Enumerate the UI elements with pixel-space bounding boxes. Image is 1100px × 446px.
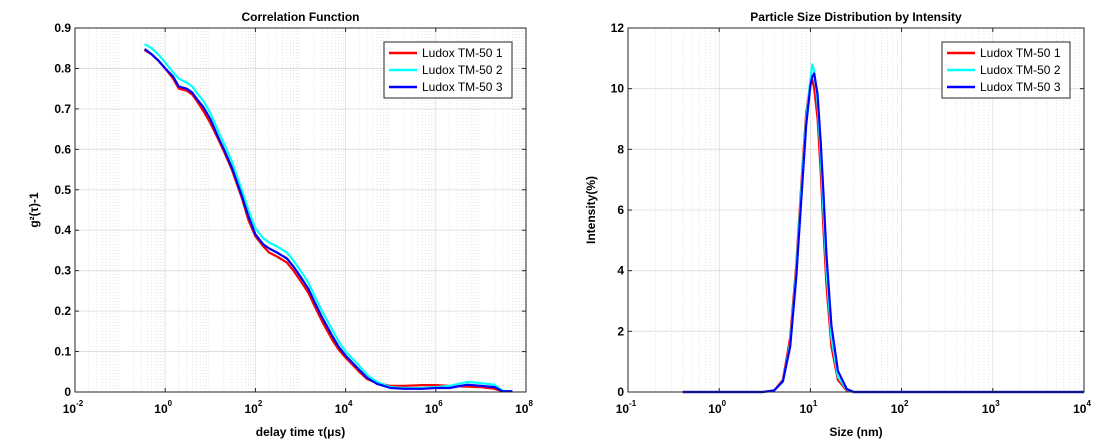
y-tick-label: 0.7 [54,102,71,116]
x-tick-label: 102 [244,399,262,416]
y-tick-label: 12 [611,21,625,35]
x-tick-label: 106 [425,399,443,416]
legend-entry: Ludox TM-50 1 [980,46,1061,60]
x-tick-label: 103 [982,399,1000,416]
x-tick-label: 104 [335,399,353,416]
y-tick-label: 4 [617,264,624,278]
y-tick-label: 0.3 [54,264,71,278]
x-tick-label: 102 [891,399,909,416]
x-tick-label: 10-2 [63,399,84,416]
y-tick-label: 0.6 [54,142,71,156]
chart-title: Correlation Function [242,10,360,24]
legend-entry: Ludox TM-50 1 [422,46,503,60]
x-tick-label: 101 [799,399,817,416]
x-tick-label: 100 [154,399,172,416]
series-group [143,43,513,393]
y-tick-label: 2 [617,324,624,338]
x-tick-label: 108 [515,399,533,416]
series-line-3 [143,48,513,393]
y-tick-label: 0.8 [54,61,71,75]
y-tick-label: 0 [64,385,71,399]
size-distribution-chart: 10-1 100 101 102 103 104 0 2 4 6 8 10 12 Particle Siz… [584,10,1091,439]
y-tick-label: 0.2 [54,304,71,318]
legend: Ludox TM-50 1 Ludox TM-50 2 Ludox TM-50 3 [383,41,513,99]
x-tick-label: 104 [1073,399,1091,416]
series-line-1 [144,49,513,393]
legend-entry: Ludox TM-50 2 [422,63,503,77]
y-tick-label: 0.5 [54,183,71,197]
x-axis-label: delay time τ(μs) [256,425,345,439]
x-axis-label: Size (nm) [829,425,882,439]
y-tick-label: 0.1 [54,345,71,359]
y-axis-label: Intensity(%) [584,176,598,244]
axes-frame [74,27,527,393]
legend: Ludox TM-50 1 Ludox TM-50 2 Ludox TM-50 3 [941,41,1071,99]
y-tick-label: 0.4 [54,223,71,237]
correlation-function-chart: 10-2 100 102 104 106 108 0 0.1 0.2 0.3 0.4 0.5 0.6 0.… [27,10,533,439]
chart-title: Particle Size Distribution by Intensity [750,10,962,24]
legend-entry: Ludox TM-50 2 [980,63,1061,77]
y-axis-label: g²(τ)-1 [27,192,41,228]
y-tick-label: 0.9 [54,21,71,35]
y-tick-label: 8 [617,142,624,156]
legend-entry: Ludox TM-50 3 [980,80,1061,94]
x-tick-label: 10-1 [616,399,637,416]
y-tick-label: 6 [617,203,624,217]
y-tick-label: 10 [611,82,625,96]
legend-entry: Ludox TM-50 3 [422,80,503,94]
x-tick-label: 100 [708,399,726,416]
y-tick-label: 0 [617,385,624,399]
